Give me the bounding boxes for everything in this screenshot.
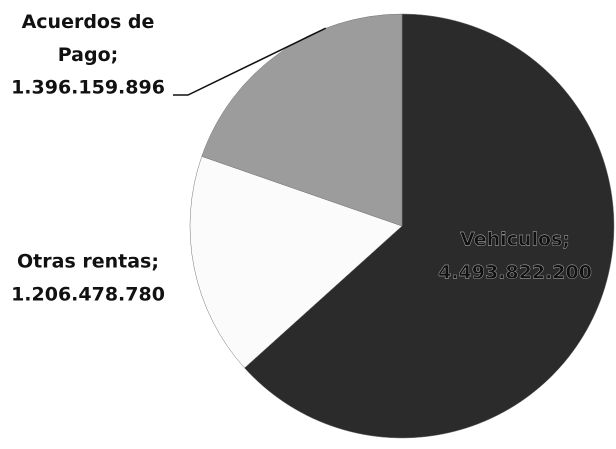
label-line: Acuerdos de bbox=[22, 11, 155, 33]
label-separator: ; bbox=[151, 251, 159, 273]
data-label-value: 1.396.159.896 bbox=[11, 77, 165, 99]
label-separator: ; bbox=[562, 229, 570, 251]
data-label-category: Vehiculos; bbox=[460, 229, 570, 251]
pie-slice bbox=[244, 13, 615, 439]
pie-slice bbox=[201, 13, 403, 227]
data-label-value: 1.206.478.780 bbox=[11, 284, 165, 306]
label-separator: ; bbox=[111, 44, 119, 66]
label-line: Pago bbox=[58, 44, 111, 66]
data-label-category: Otras rentas; bbox=[17, 251, 159, 273]
data-label-category: Acuerdos de Pago; bbox=[22, 11, 155, 66]
data-label-value: 4.493.822.200 bbox=[438, 262, 592, 284]
leader-line bbox=[173, 27, 327, 96]
pie-slice bbox=[189, 156, 403, 369]
